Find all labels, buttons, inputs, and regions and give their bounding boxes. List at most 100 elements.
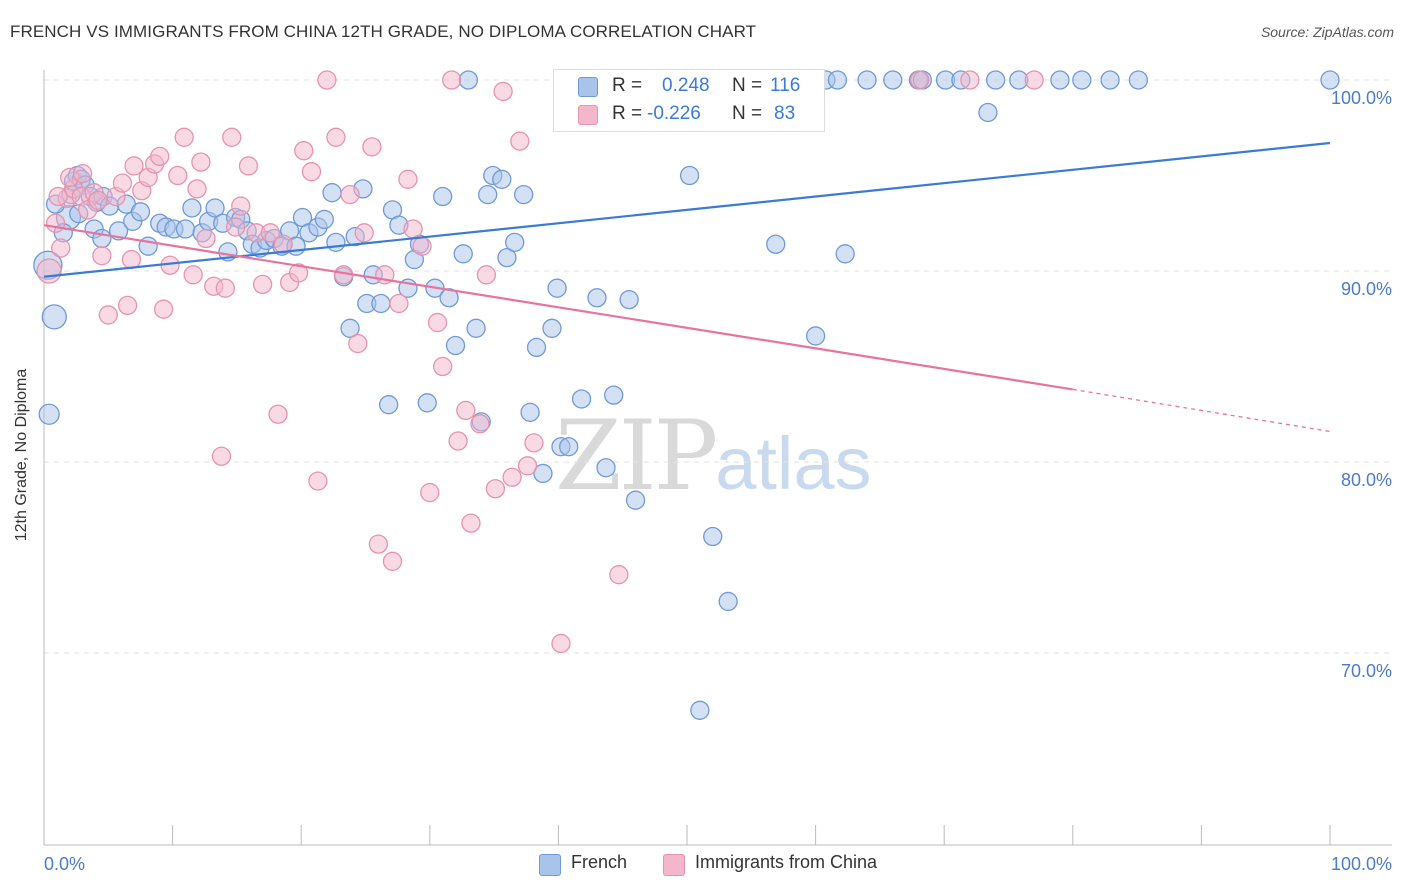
china-point — [317, 70, 337, 90]
china-point — [389, 293, 409, 314]
china-point — [88, 190, 108, 210]
french-point — [205, 198, 225, 218]
french-point — [883, 70, 903, 90]
french-point — [604, 385, 624, 405]
legend-label-french: French — [571, 852, 628, 872]
china-point — [168, 165, 188, 186]
french-point — [718, 591, 738, 612]
french-point — [703, 526, 723, 547]
french-point — [417, 393, 437, 413]
china-point — [308, 471, 328, 491]
french-point — [547, 278, 567, 298]
china-trend-extension — [1072, 388, 1331, 433]
french-point — [130, 202, 151, 222]
french-point — [619, 289, 639, 310]
french-point — [314, 209, 334, 230]
china-point — [427, 312, 448, 333]
watermark-atlas: atlas — [715, 422, 872, 505]
china-point — [326, 127, 346, 147]
french-point — [857, 70, 877, 90]
china-point — [382, 551, 403, 571]
china-point — [183, 265, 203, 285]
french-point — [182, 198, 202, 218]
china-point — [517, 456, 538, 476]
legend-label-china: Immigrants from China — [695, 852, 878, 872]
french-point — [587, 288, 607, 308]
china-point — [348, 333, 368, 354]
china-point — [1024, 70, 1044, 90]
china-point — [36, 258, 62, 284]
china-point — [260, 223, 280, 243]
china-point — [551, 633, 571, 654]
correlation-legend: R = 0.248 N = 116 R = -0.226 N = 83 — [553, 69, 825, 132]
china-point — [461, 513, 481, 533]
china-point — [301, 162, 322, 182]
china-point — [153, 299, 174, 319]
china-point — [442, 70, 462, 90]
french-point — [533, 463, 553, 484]
french-point — [458, 70, 479, 90]
french-point — [41, 304, 67, 330]
legend-n-label: N = — [732, 75, 763, 96]
legend-r-value: 0.248 — [662, 75, 710, 96]
china-point — [288, 263, 309, 283]
french-point — [466, 318, 486, 338]
china-point — [273, 234, 293, 254]
french-point — [445, 335, 466, 356]
china-point — [524, 433, 544, 453]
china-point — [191, 152, 211, 172]
x-tick-label: 0.0% — [44, 854, 85, 874]
china-point — [45, 213, 66, 233]
french-point — [1050, 70, 1070, 90]
china-point — [502, 467, 522, 487]
french-point — [985, 70, 1006, 90]
french-point — [478, 184, 498, 205]
legend-swatch-french — [578, 77, 598, 97]
china-point — [960, 70, 980, 90]
china-point — [121, 249, 142, 270]
china-point — [510, 131, 530, 151]
china-point — [485, 479, 506, 499]
french-point — [371, 293, 391, 314]
china-point — [225, 217, 246, 237]
china-point — [187, 179, 207, 199]
french-point — [433, 186, 453, 207]
legend-r-label: R = — [612, 75, 643, 96]
china-point — [92, 246, 112, 266]
china-point — [448, 431, 468, 451]
legend-n-label: N = — [732, 103, 763, 124]
china-point — [910, 70, 930, 90]
china-point — [493, 81, 513, 102]
china-point — [196, 228, 216, 249]
french-point — [1320, 70, 1340, 90]
french-point — [492, 169, 512, 189]
source-label: Source: ZipAtlas.com — [1260, 24, 1394, 40]
china-point — [124, 156, 144, 176]
legend-swatch-french — [539, 854, 561, 876]
french-point — [453, 244, 473, 264]
china-point — [412, 236, 432, 256]
china-point — [294, 141, 314, 161]
china-point — [268, 404, 288, 424]
french-point — [805, 326, 826, 346]
china-point — [609, 565, 629, 585]
china-point — [403, 219, 423, 239]
y-tick-label: 90.0% — [1341, 279, 1392, 299]
french-point — [1100, 70, 1120, 90]
french-point — [175, 219, 196, 239]
china-point — [211, 446, 232, 466]
china-point — [150, 146, 170, 167]
french-point — [835, 244, 855, 264]
french-point — [679, 165, 700, 186]
french-point — [322, 183, 342, 203]
china-point — [476, 265, 497, 285]
x-tick-label: 100.0% — [1331, 854, 1392, 874]
french-point — [378, 395, 399, 415]
china-point — [117, 295, 138, 316]
french-point — [978, 102, 998, 123]
china-point — [252, 274, 273, 295]
french-point — [766, 234, 786, 254]
china-point — [456, 400, 476, 421]
china-point — [433, 356, 453, 377]
legend-r-value: -0.226 — [647, 103, 701, 124]
